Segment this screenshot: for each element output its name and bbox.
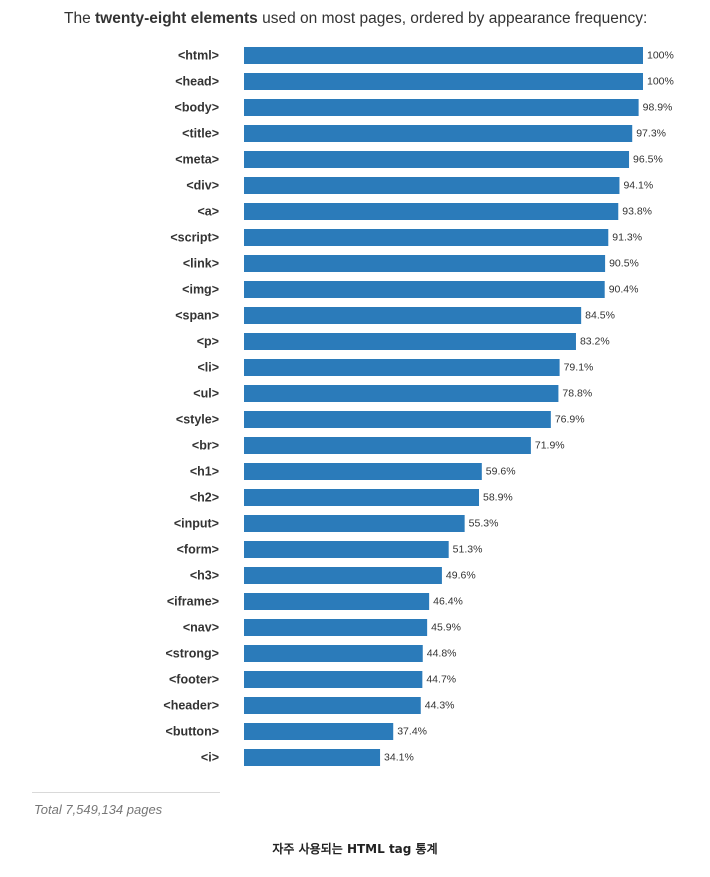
category-label: <script>	[170, 231, 219, 245]
bar	[244, 515, 465, 532]
category-label: <iframe>	[167, 595, 219, 609]
category-label: <div>	[186, 179, 219, 193]
value-label: 51.3%	[453, 544, 483, 556]
value-label: 90.4%	[609, 284, 639, 296]
value-label: 45.9%	[431, 622, 461, 634]
bar	[244, 567, 442, 584]
bar	[244, 151, 630, 168]
category-label: <form>	[177, 543, 219, 557]
category-label: <link>	[183, 257, 219, 271]
bar	[244, 749, 381, 766]
value-label: 93.8%	[622, 206, 652, 218]
bar	[244, 697, 421, 714]
value-label: 96.5%	[633, 154, 663, 166]
bar	[244, 307, 582, 324]
category-label: <head>	[175, 75, 219, 89]
category-label: <h3>	[190, 569, 219, 583]
category-label: <style>	[176, 413, 219, 427]
value-label: 97.3%	[636, 128, 666, 140]
category-label: <header>	[163, 699, 219, 713]
bar	[244, 281, 605, 298]
category-label: <p>	[197, 335, 219, 349]
total-pages: Total 7,549,134 pages	[34, 802, 163, 817]
category-label: <html>	[178, 49, 219, 63]
bar	[244, 47, 643, 64]
value-label: 98.9%	[643, 102, 673, 114]
value-label: 79.1%	[564, 362, 594, 374]
value-label: 76.9%	[555, 414, 585, 426]
bar	[244, 203, 619, 220]
value-label: 91.3%	[612, 232, 642, 244]
value-label: 90.5%	[609, 258, 639, 270]
bar	[244, 73, 643, 90]
value-label: 37.4%	[397, 726, 427, 738]
bar	[244, 593, 430, 610]
value-label: 59.6%	[486, 466, 516, 478]
bar	[244, 723, 394, 740]
bar	[244, 671, 423, 688]
chart-caption: 자주 사용되는 HTML tag 통계	[272, 842, 438, 856]
value-label: 44.8%	[427, 648, 457, 660]
value-label: 55.3%	[469, 518, 499, 530]
bar	[244, 385, 559, 402]
bar	[244, 99, 639, 116]
bar	[244, 229, 609, 246]
category-label: <strong>	[166, 647, 220, 661]
category-label: <span>	[175, 309, 219, 323]
bar	[244, 125, 633, 142]
bar-chart: <html> 100% <head> 100% <body> 98.9% <title> 97…	[163, 47, 674, 766]
category-label: <input>	[174, 517, 219, 531]
category-label: <h1>	[190, 465, 219, 479]
value-label: 44.3%	[425, 700, 455, 712]
value-label: 84.5%	[585, 310, 615, 322]
bar	[244, 411, 551, 428]
value-label: 94.1%	[623, 180, 653, 192]
bar	[244, 619, 428, 636]
heading-emphasis: twenty-eight elements	[95, 10, 258, 27]
category-label: <button>	[166, 725, 219, 739]
category-label: <meta>	[175, 153, 219, 167]
category-label: <i>	[201, 751, 219, 765]
bar	[244, 359, 560, 376]
category-label: <title>	[182, 127, 219, 141]
category-label: <li>	[197, 361, 219, 375]
bar	[244, 489, 480, 506]
value-label: 71.9%	[535, 440, 565, 452]
chart-heading: The twenty-eight elements used on most p…	[64, 10, 647, 28]
bar	[244, 333, 576, 350]
bar	[244, 645, 423, 662]
value-label: 49.6%	[446, 570, 476, 582]
category-label: <body>	[175, 101, 219, 115]
category-label: <img>	[182, 283, 219, 297]
value-label: 46.4%	[433, 596, 463, 608]
category-label: <h2>	[190, 491, 219, 505]
category-label: <br>	[192, 439, 219, 453]
heading-suffix: used on most pages, ordered by appearanc…	[257, 10, 648, 27]
category-label: <ul>	[193, 387, 219, 401]
category-label: <nav>	[183, 621, 219, 635]
value-label: 34.1%	[384, 752, 414, 764]
bar	[244, 437, 531, 454]
category-label: <a>	[197, 205, 219, 219]
bar	[244, 177, 620, 194]
bar	[244, 255, 606, 272]
value-label: 83.2%	[580, 336, 610, 348]
footer-divider	[32, 792, 220, 793]
heading-prefix: The	[64, 10, 96, 27]
bar	[244, 541, 449, 558]
value-label: 44.7%	[426, 674, 456, 686]
value-label: 100%	[647, 50, 674, 62]
bar	[244, 463, 482, 480]
value-label: 58.9%	[483, 492, 513, 504]
category-label: <footer>	[169, 673, 219, 687]
value-label: 78.8%	[562, 388, 592, 400]
value-label: 100%	[647, 76, 674, 88]
